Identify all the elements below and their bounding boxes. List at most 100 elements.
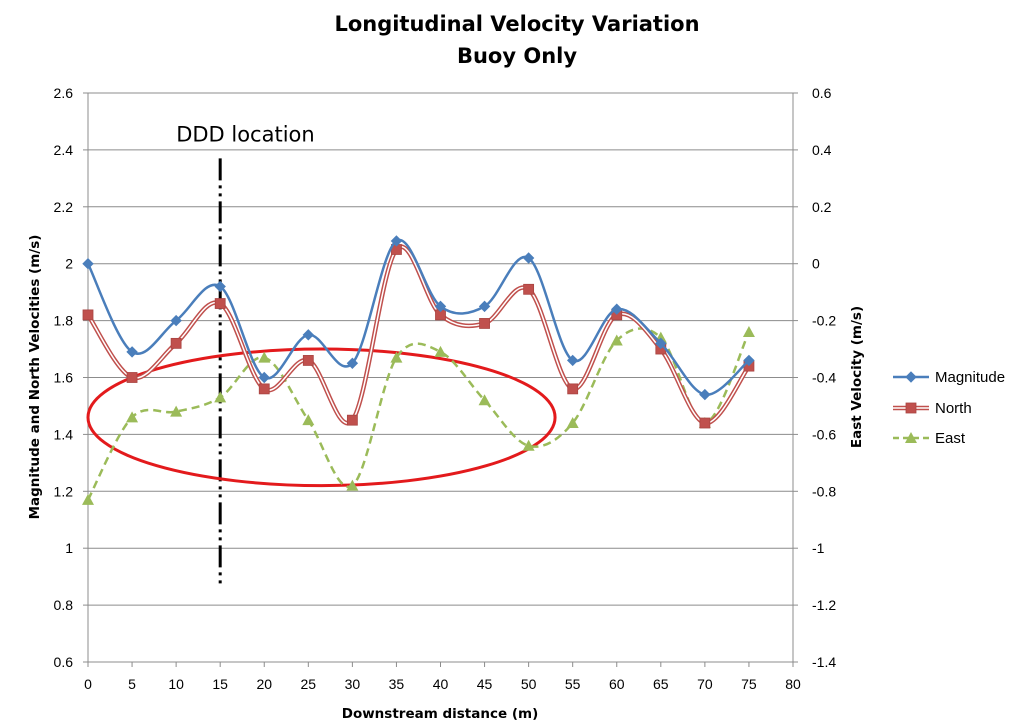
- data-point: [82, 493, 94, 505]
- data-point: [302, 355, 314, 366]
- x-tick-label: 40: [433, 676, 449, 692]
- tick-labels: 0.6 0.8 1 1.2 1.4 1.6 1.8 2 2.2 2.4 2.6 -1.4 -1.2 -1 -…: [54, 85, 837, 692]
- x-tick-label: 45: [477, 676, 493, 692]
- y-axis-title: Magnitude and North Velocities (m/s): [27, 235, 43, 520]
- highlight-ellipse: [86, 347, 557, 488]
- data-point: [699, 417, 711, 429]
- data-point: [346, 414, 358, 426]
- y-tick-label: 0.8: [54, 597, 74, 613]
- data-point: [302, 414, 315, 426]
- x-tick-label: 35: [389, 676, 405, 692]
- x-tick-label: 65: [653, 676, 669, 692]
- y-tick-label: 2.2: [54, 199, 74, 215]
- data-point: [567, 383, 579, 395]
- data-point: [170, 337, 182, 349]
- y2-tick-label: 0: [812, 256, 820, 272]
- data-point: [170, 314, 182, 327]
- y2-axis-title: East Velocity (m/s): [849, 306, 865, 448]
- series-line-inner: [87, 246, 750, 424]
- data-point: [742, 325, 755, 337]
- y2-tick-label: -0.4: [812, 370, 836, 386]
- y2-tick-label: -1.4: [812, 654, 836, 670]
- x-tick-label: 10: [168, 676, 184, 692]
- legend: Magnitude North East: [893, 369, 1005, 447]
- data-point: [302, 329, 315, 341]
- y-tick-label: 1.6: [54, 370, 74, 386]
- x-tick-label: 20: [256, 676, 272, 692]
- x-tick-label: 70: [697, 676, 713, 692]
- x-tick-label: 80: [785, 676, 801, 692]
- legend-label: Magnitude: [935, 369, 1005, 386]
- data-point: [82, 257, 94, 270]
- y2-tick-label: -0.6: [812, 426, 836, 442]
- x-tick-label: 75: [741, 676, 757, 692]
- data-point: [82, 309, 94, 321]
- data-point: [699, 388, 711, 401]
- y-tick-label: 1: [65, 540, 73, 556]
- data-point: [346, 479, 359, 491]
- data-point: [214, 298, 226, 309]
- data-point: [346, 357, 359, 369]
- y2-tick-label: -1: [812, 540, 825, 556]
- data-point: [566, 354, 579, 367]
- legend-marker: [905, 432, 917, 443]
- legend-item-east: East: [893, 430, 966, 447]
- y-tick-label: 1.8: [54, 313, 74, 329]
- y2-tick-label: -1.2: [812, 597, 836, 613]
- series-magnitude: [82, 235, 755, 401]
- x-tick-label: 15: [212, 676, 228, 692]
- legend-item-north: North: [893, 400, 972, 417]
- y2-tick-label: 0.2: [812, 199, 832, 215]
- ddd-location-label: DDD location: [176, 122, 315, 146]
- series-east: [82, 325, 755, 505]
- y-tick-label: 0.6: [54, 654, 74, 670]
- y-tick-label: 1.2: [54, 483, 74, 499]
- y-tick-label: 1.4: [54, 426, 74, 442]
- data-point: [258, 351, 271, 363]
- data-point: [743, 354, 755, 367]
- legend-label: North: [935, 400, 972, 417]
- y2-tick-label: -0.8: [812, 483, 836, 499]
- data-point: [434, 300, 447, 313]
- data-series: [82, 235, 755, 505]
- x-tick-label: 55: [565, 676, 581, 692]
- data-point: [390, 235, 403, 247]
- data-point: [611, 303, 623, 315]
- x-tick-label: 60: [609, 676, 625, 692]
- data-point: [478, 300, 491, 313]
- legend-marker: [905, 402, 917, 414]
- chart-subtitle: Buoy Only: [457, 44, 577, 68]
- y-tick-label: 2: [65, 256, 73, 272]
- y2-tick-label: 0.6: [812, 85, 832, 101]
- series-line: [86, 327, 751, 501]
- x-tick-label: 50: [521, 676, 537, 692]
- data-point: [434, 345, 447, 357]
- data-point: [566, 417, 579, 429]
- x-tick-label: 25: [301, 676, 317, 692]
- data-point: [522, 252, 535, 264]
- y-tick-label: 2.4: [54, 142, 74, 158]
- data-point: [126, 411, 139, 423]
- data-point: [655, 337, 667, 350]
- x-tick-label: 0: [84, 676, 92, 692]
- x-axis-title: Downstream distance (m): [342, 706, 539, 722]
- data-point: [214, 280, 226, 293]
- data-point: [610, 334, 623, 346]
- y2-tick-label: -0.2: [812, 313, 836, 329]
- data-point: [390, 351, 403, 363]
- data-point: [523, 283, 535, 295]
- data-point: [214, 391, 227, 403]
- y2-tick-label: 0.4: [812, 142, 832, 158]
- chart-title: Longitudinal Velocity Variation: [334, 12, 699, 36]
- legend-label: East: [935, 430, 966, 447]
- data-point: [258, 383, 270, 395]
- gridlines: [88, 92, 793, 663]
- annotations: DDD location: [86, 122, 557, 586]
- data-point: [478, 394, 491, 406]
- data-point: [522, 439, 535, 451]
- data-point: [170, 405, 183, 417]
- x-tick-label: 5: [128, 676, 136, 692]
- data-point: [126, 346, 138, 358]
- data-point: [126, 372, 138, 383]
